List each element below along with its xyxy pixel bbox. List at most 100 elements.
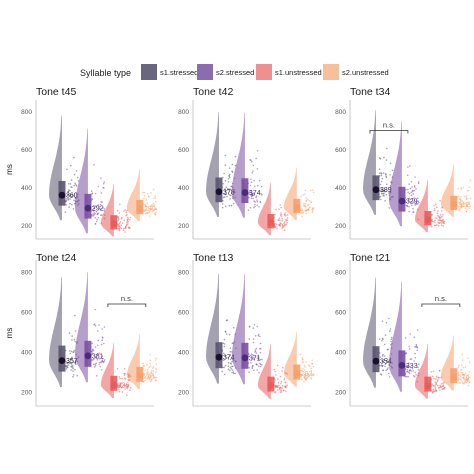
data-point	[285, 218, 287, 221]
data-point	[255, 352, 258, 354]
panel: Tone t45 200 400 600 800 ms 360 292 290	[5, 86, 158, 240]
data-point	[281, 387, 284, 389]
data-point	[150, 379, 153, 382]
data-point	[152, 188, 155, 191]
group-s2.stressed: 374	[231, 112, 263, 218]
data-point	[223, 359, 225, 362]
data-point	[301, 211, 303, 214]
data-point	[467, 357, 469, 359]
data-point	[440, 222, 443, 224]
data-point	[151, 367, 154, 369]
data-point	[280, 382, 282, 385]
data-point	[230, 204, 233, 207]
data-point	[438, 376, 441, 379]
data-point	[65, 204, 67, 206]
data-point	[154, 376, 157, 379]
data-point	[155, 367, 157, 370]
data-point	[230, 185, 232, 188]
data-point	[283, 214, 286, 216]
data-point	[248, 355, 250, 358]
data-point	[273, 368, 276, 371]
data-point	[148, 211, 150, 214]
data-point	[152, 210, 154, 213]
data-point	[405, 189, 407, 191]
data-point	[274, 213, 277, 216]
group-s2.unstressed: 281	[126, 334, 158, 389]
data-point	[300, 369, 302, 372]
data-point	[92, 205, 94, 208]
data-point	[433, 209, 436, 212]
data-point	[378, 168, 381, 170]
group-s2.unstressed: 292	[283, 331, 315, 387]
data-point	[459, 200, 462, 202]
data-point	[407, 362, 410, 365]
data-point	[465, 196, 468, 199]
data-point	[66, 366, 68, 369]
data-point	[388, 372, 390, 375]
data-point	[120, 218, 123, 220]
data-point	[224, 205, 227, 208]
median-label: 360	[66, 193, 78, 200]
data-point	[71, 358, 73, 360]
data-point	[300, 207, 303, 210]
data-point	[146, 364, 148, 366]
data-point	[70, 369, 72, 371]
data-point	[381, 361, 384, 363]
panel: Tone t21 200 400 600 800 354 333 274 n.s.	[335, 252, 471, 407]
data-point	[256, 325, 259, 328]
data-point	[155, 201, 157, 203]
data-point	[153, 204, 156, 206]
data-point	[406, 368, 409, 371]
median-label: 389	[380, 187, 392, 194]
y-tick-label: 600	[178, 310, 189, 317]
data-point	[381, 320, 384, 323]
data-point	[463, 203, 466, 205]
data-point	[227, 189, 229, 191]
data-point	[434, 221, 436, 224]
data-point	[430, 378, 433, 381]
data-point	[407, 366, 410, 369]
data-point	[408, 345, 411, 348]
data-point	[383, 355, 386, 357]
median-label: 378	[223, 189, 235, 196]
data-point	[252, 341, 255, 344]
data-point	[155, 369, 158, 371]
data-point	[223, 172, 225, 175]
data-point	[458, 195, 460, 198]
data-point	[469, 376, 471, 379]
data-point	[409, 187, 412, 190]
data-point	[378, 338, 381, 340]
data-point	[408, 348, 411, 350]
group-s2.unstressed	[283, 167, 315, 220]
y-tick-label: 600	[21, 147, 32, 154]
data-point	[122, 229, 125, 231]
data-point	[380, 364, 383, 366]
data-point	[415, 374, 417, 376]
data-point	[100, 343, 103, 346]
y-tick-label: 400	[335, 185, 346, 192]
data-point	[279, 386, 282, 389]
data-point	[430, 224, 432, 226]
data-point	[98, 205, 100, 208]
data-point	[117, 227, 120, 230]
median-point	[58, 191, 66, 199]
data-point	[117, 384, 119, 386]
data-point	[152, 205, 155, 207]
data-point	[418, 369, 420, 371]
data-point	[101, 337, 104, 339]
data-point	[252, 164, 255, 167]
data-point	[94, 212, 96, 215]
group-s1.unstressed	[414, 343, 446, 399]
data-point	[120, 227, 123, 230]
data-point	[434, 385, 437, 387]
data-point	[311, 373, 314, 376]
data-point	[307, 209, 310, 211]
data-point	[277, 381, 280, 384]
data-point	[93, 209, 95, 212]
data-point	[466, 208, 468, 211]
data-point	[90, 199, 93, 202]
data-point	[383, 192, 385, 195]
data-point	[433, 378, 435, 380]
y-tick-label: 600	[335, 310, 346, 317]
data-point	[258, 372, 260, 374]
